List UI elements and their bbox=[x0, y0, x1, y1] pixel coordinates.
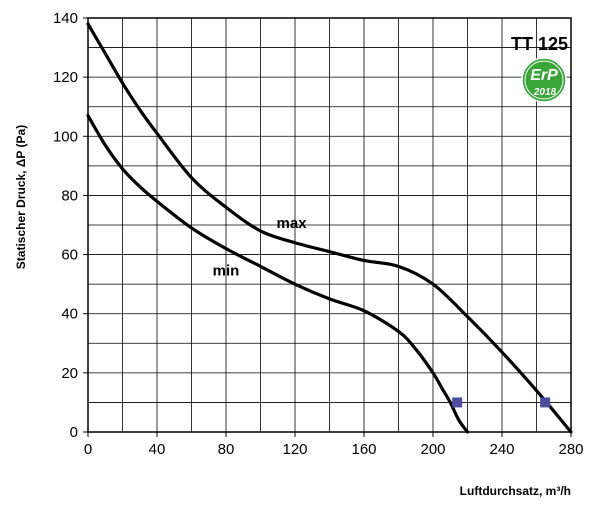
y-tick-label: 80 bbox=[61, 187, 78, 204]
series-line-min bbox=[86, 113, 470, 434]
y-axis-title: Statischer Druck, ΔP (Pa) bbox=[14, 125, 28, 269]
series-label-min: min bbox=[213, 262, 240, 279]
erp-badge-year: 2018 bbox=[533, 87, 557, 98]
y-tick-label: 60 bbox=[61, 247, 78, 264]
erp-badge-ring bbox=[524, 60, 564, 100]
frame bbox=[87, 17, 572, 433]
operating-point-marker bbox=[452, 397, 463, 408]
y-tick-label: 0 bbox=[70, 424, 78, 441]
operating-point-marker bbox=[540, 397, 551, 408]
x-tick-label: 40 bbox=[149, 441, 166, 458]
erp-badge-text: ErP bbox=[530, 67, 558, 84]
annotations: max min bbox=[213, 215, 308, 279]
x-axis-title: Luftdurchsatz, m³/h bbox=[460, 484, 571, 498]
x-tick-label: 200 bbox=[420, 441, 445, 458]
x-tick-label: 120 bbox=[282, 441, 307, 458]
x-tick-label: 0 bbox=[84, 441, 92, 458]
erp-badge-icon: ErP 2018 bbox=[521, 57, 567, 103]
y-tick-label: 20 bbox=[61, 365, 78, 382]
plot-frame bbox=[87, 17, 572, 433]
series-line-max bbox=[86, 22, 573, 434]
erp-badge-circle bbox=[521, 57, 567, 103]
y-tick-label: 120 bbox=[53, 69, 78, 86]
y-tick-label: 140 bbox=[53, 10, 78, 27]
y-tick-label: 40 bbox=[61, 306, 78, 323]
ticks: 0 40 80 120 160 200 240 280 0 20 40 60 80 100 120 140 bbox=[53, 10, 584, 458]
x-tick-label: 160 bbox=[351, 441, 376, 458]
x-tick-label: 280 bbox=[558, 441, 583, 458]
x-tick-label: 240 bbox=[489, 441, 514, 458]
markers bbox=[452, 397, 551, 408]
y-tick-label: 100 bbox=[53, 128, 78, 145]
grid bbox=[88, 18, 571, 432]
series-label-max: max bbox=[277, 215, 308, 232]
model-label: TT 125 bbox=[511, 34, 568, 54]
curves bbox=[86, 22, 573, 434]
x-tick-label: 80 bbox=[218, 441, 235, 458]
